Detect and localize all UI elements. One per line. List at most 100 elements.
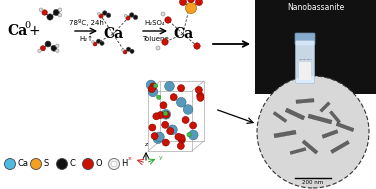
Polygon shape <box>320 102 330 112</box>
Circle shape <box>150 83 157 90</box>
Circle shape <box>42 10 47 15</box>
Circle shape <box>123 50 127 54</box>
Circle shape <box>38 49 41 53</box>
Circle shape <box>176 98 186 107</box>
Circle shape <box>162 139 169 146</box>
Circle shape <box>30 159 41 170</box>
Circle shape <box>170 94 177 101</box>
Circle shape <box>177 85 185 92</box>
Circle shape <box>56 159 68 170</box>
Circle shape <box>51 45 57 51</box>
Circle shape <box>93 42 97 46</box>
Circle shape <box>161 110 171 119</box>
Text: 200 nm: 200 nm <box>302 180 324 185</box>
Circle shape <box>151 132 158 139</box>
Circle shape <box>197 94 204 101</box>
Text: Ca: Ca <box>103 27 123 41</box>
Text: Ca: Ca <box>7 24 27 38</box>
Circle shape <box>103 11 107 15</box>
Circle shape <box>58 8 62 12</box>
Circle shape <box>5 159 15 170</box>
Circle shape <box>146 80 156 90</box>
Circle shape <box>188 0 194 2</box>
Circle shape <box>47 14 53 20</box>
Text: Toluene: Toluene <box>142 36 168 42</box>
Polygon shape <box>336 122 354 132</box>
Circle shape <box>58 13 62 17</box>
Circle shape <box>111 161 117 167</box>
Circle shape <box>40 46 45 51</box>
Text: O: O <box>95 160 102 169</box>
Circle shape <box>162 39 168 45</box>
Circle shape <box>56 49 59 53</box>
Circle shape <box>179 0 186 5</box>
Text: y: y <box>159 154 163 160</box>
Circle shape <box>153 113 160 120</box>
Circle shape <box>124 14 127 17</box>
Text: x: x <box>128 156 132 160</box>
Circle shape <box>100 41 104 45</box>
Circle shape <box>122 49 124 51</box>
Text: S: S <box>43 160 48 169</box>
Polygon shape <box>296 98 314 104</box>
FancyBboxPatch shape <box>296 40 314 84</box>
Circle shape <box>177 143 184 149</box>
Circle shape <box>167 128 174 135</box>
Circle shape <box>129 13 134 17</box>
Polygon shape <box>331 140 350 153</box>
Circle shape <box>196 0 203 5</box>
Circle shape <box>92 41 94 43</box>
Circle shape <box>163 111 168 115</box>
Circle shape <box>45 41 51 47</box>
Polygon shape <box>285 108 305 120</box>
Circle shape <box>109 159 120 170</box>
FancyBboxPatch shape <box>299 62 311 80</box>
Circle shape <box>155 132 164 142</box>
Circle shape <box>161 12 165 16</box>
Circle shape <box>156 46 160 50</box>
Polygon shape <box>329 111 341 123</box>
Text: H₂↑: H₂↑ <box>79 36 93 42</box>
Polygon shape <box>273 112 287 122</box>
Circle shape <box>187 132 191 137</box>
Circle shape <box>185 2 197 13</box>
Circle shape <box>153 84 158 88</box>
FancyBboxPatch shape <box>295 33 315 45</box>
Circle shape <box>178 134 185 141</box>
Text: z: z <box>144 142 148 147</box>
Circle shape <box>99 14 103 18</box>
Polygon shape <box>302 140 318 154</box>
Circle shape <box>153 134 163 143</box>
Circle shape <box>96 39 101 43</box>
Circle shape <box>133 15 138 19</box>
Circle shape <box>156 95 161 99</box>
Text: C: C <box>69 160 75 169</box>
Text: 78ºC, 24h: 78ºC, 24h <box>68 19 103 26</box>
Text: Ca: Ca <box>173 27 193 41</box>
Circle shape <box>157 112 164 119</box>
Circle shape <box>56 44 59 47</box>
Text: H: H <box>121 160 127 169</box>
FancyBboxPatch shape <box>255 0 376 94</box>
Circle shape <box>82 159 94 170</box>
Text: Nanobassanite: Nanobassanite <box>287 3 345 12</box>
Circle shape <box>149 124 156 131</box>
Circle shape <box>165 81 174 91</box>
Circle shape <box>257 76 369 188</box>
Polygon shape <box>274 130 296 138</box>
Circle shape <box>196 86 202 93</box>
Circle shape <box>162 121 169 128</box>
Polygon shape <box>290 147 306 155</box>
Circle shape <box>182 116 189 123</box>
Circle shape <box>163 111 170 118</box>
Circle shape <box>194 43 200 49</box>
Circle shape <box>130 49 134 53</box>
Circle shape <box>39 8 43 12</box>
Polygon shape <box>308 114 332 124</box>
Circle shape <box>165 17 171 23</box>
Circle shape <box>178 136 185 143</box>
Circle shape <box>97 12 100 15</box>
Text: +: + <box>29 24 41 38</box>
Circle shape <box>175 133 182 140</box>
Circle shape <box>188 130 198 140</box>
